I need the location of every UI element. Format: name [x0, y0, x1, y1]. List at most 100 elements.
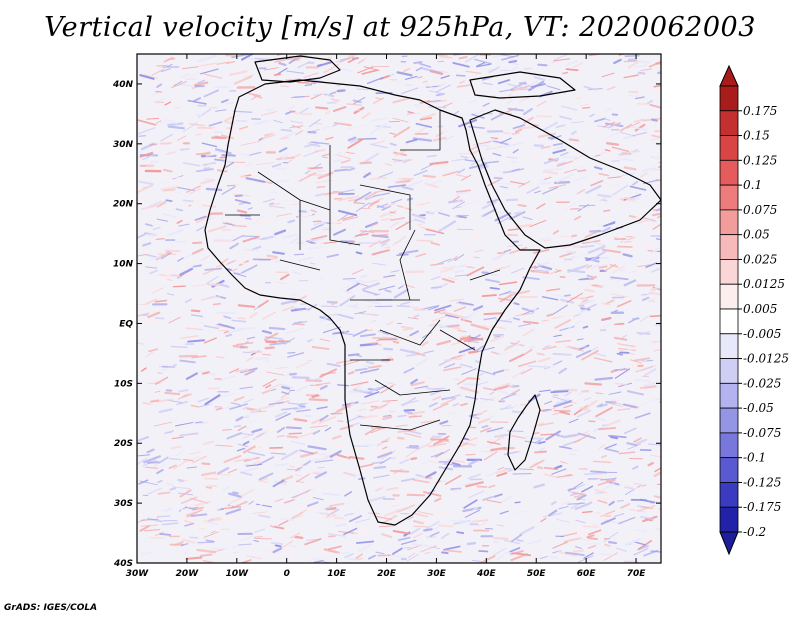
field-streak	[413, 218, 425, 224]
field-streak	[148, 536, 165, 539]
field-streak	[215, 407, 223, 411]
field-streak	[632, 132, 648, 137]
field-streak	[410, 234, 422, 238]
field-streak	[187, 339, 206, 343]
y-tick-label: 10N	[113, 260, 134, 270]
y-tick-label: 20N	[113, 200, 134, 210]
field-streak	[543, 366, 550, 370]
field-streak	[278, 383, 294, 389]
field-streak	[240, 141, 257, 146]
field-streak	[603, 221, 616, 227]
field-streak	[218, 323, 236, 330]
field-streak	[459, 80, 465, 84]
field-streak	[544, 176, 552, 181]
field-streak	[324, 515, 337, 519]
field-streak	[314, 193, 325, 197]
field-streak	[517, 126, 536, 130]
field-streak	[540, 517, 547, 523]
field-streak	[369, 176, 388, 180]
field-streak	[486, 440, 501, 445]
field-streak	[626, 121, 641, 129]
field-streak	[345, 415, 362, 423]
field-streak	[486, 198, 501, 204]
field-streak	[330, 219, 344, 226]
field-streak	[137, 543, 143, 547]
field-streak	[361, 112, 371, 119]
colorbar-label: 0.025	[743, 252, 777, 266]
field-streak	[199, 62, 217, 67]
field-streak	[200, 126, 219, 134]
field-streak	[467, 490, 485, 499]
field-streak	[278, 548, 295, 558]
field-streak	[179, 148, 190, 151]
field-streak	[647, 461, 654, 467]
field-streak	[365, 221, 379, 228]
field-streak	[371, 449, 385, 459]
field-streak	[483, 451, 498, 461]
field-streak	[568, 476, 574, 479]
field-streak	[197, 79, 206, 84]
field-streak	[616, 499, 624, 502]
field-streak	[444, 474, 462, 485]
field-streak	[154, 390, 161, 393]
field-streak	[191, 283, 209, 287]
field-streak	[255, 429, 273, 435]
field-streak	[593, 129, 601, 133]
map-title: Vertical velocity [m/s] at 925hPa, VT: 2…	[44, 12, 756, 43]
field-streak	[242, 432, 256, 439]
field-streak	[452, 402, 459, 407]
field-streak	[156, 279, 172, 282]
field-streak	[510, 160, 519, 164]
field-streak	[162, 168, 173, 173]
field-streak	[231, 545, 238, 549]
field-streak	[655, 207, 661, 212]
field-streak	[544, 400, 553, 405]
field-streak	[511, 168, 521, 172]
field-streak	[365, 417, 376, 421]
field-streak	[398, 285, 404, 290]
field-streak	[601, 322, 619, 328]
field-streak	[383, 212, 393, 217]
field-streak	[167, 372, 180, 375]
field-streak	[603, 531, 619, 543]
field-streak	[464, 159, 478, 163]
field-streak	[309, 425, 329, 428]
field-streak	[340, 159, 351, 164]
field-streak	[466, 541, 477, 546]
field-streak	[340, 213, 349, 220]
field-streak	[653, 348, 661, 352]
field-streak	[577, 169, 587, 173]
field-streak	[229, 242, 239, 250]
field-streak	[149, 153, 159, 157]
colorbar-swatch	[719, 159, 739, 186]
field-streak	[251, 428, 263, 434]
field-streak	[499, 88, 514, 93]
field-streak	[475, 381, 489, 386]
field-streak	[539, 389, 551, 392]
field-streak	[359, 161, 372, 165]
colorbar-swatch	[719, 308, 739, 335]
field-streak	[413, 532, 423, 539]
field-streak	[173, 460, 188, 470]
field-streak	[482, 82, 493, 86]
field-streak	[339, 424, 354, 431]
field-streak	[148, 348, 158, 353]
field-streak	[365, 360, 375, 365]
field-streak	[223, 330, 229, 334]
field-streak	[565, 551, 585, 557]
field-streak	[403, 367, 415, 374]
field-streak	[236, 447, 246, 452]
field-streak	[495, 319, 513, 323]
field-streak	[425, 85, 443, 88]
field-streak	[650, 247, 660, 254]
field-streak	[396, 71, 413, 77]
field-streak	[563, 202, 577, 211]
field-streak	[392, 236, 406, 246]
field-streak	[245, 217, 252, 220]
field-streak	[453, 354, 466, 360]
field-streak	[500, 54, 520, 61]
field-streak	[543, 239, 552, 242]
field-streak	[283, 423, 298, 427]
field-streak	[246, 555, 263, 560]
field-streak	[311, 376, 324, 382]
